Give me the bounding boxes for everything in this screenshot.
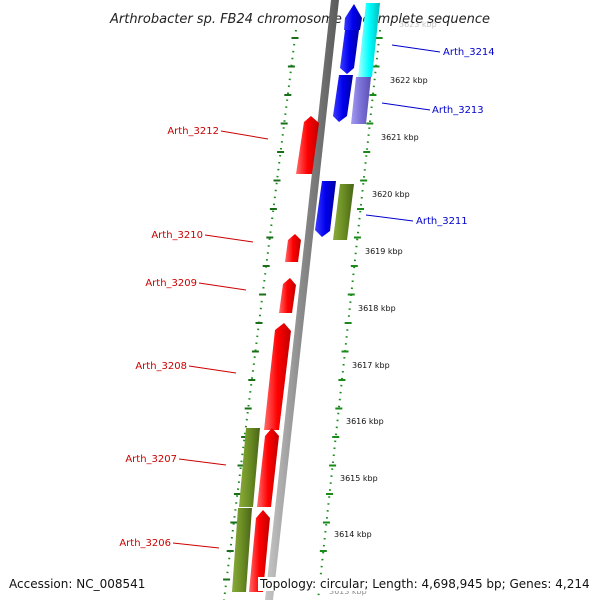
gene-labels-left: Arth_3212 Arth_3210 Arth_3209 Arth_3208 …	[119, 126, 219, 549]
kbp-label: 3622 kbp	[390, 76, 428, 85]
gene-arrow-arth-3208[interactable]	[264, 323, 291, 430]
map-title: Arthrobacter sp. FB24 chromosome 1, comp…	[109, 12, 490, 27]
gene-arrow-arth-3207[interactable]	[257, 428, 279, 507]
gene-label-arth-3206[interactable]: Arth_3206	[119, 538, 171, 549]
kbp-label: 3613 kbp	[329, 587, 367, 596]
kbp-label: 3617 kbp	[352, 361, 390, 370]
kbp-label: 3615 kbp	[340, 474, 378, 483]
gene-arrow-arth-3209[interactable]	[279, 278, 296, 313]
gene-arrow-arth-3210[interactable]	[285, 234, 301, 262]
kbp-label: 3614 kbp	[334, 530, 372, 539]
kbp-label: 3619 kbp	[365, 247, 403, 256]
right-leaders	[365, 44, 441, 222]
kbp-label: 3618 kbp	[358, 304, 396, 313]
gene-arrow-arth-3206[interactable]	[232, 508, 252, 592]
left-leaders	[172, 130, 269, 549]
kbp-labels: 3623 kbp 3622 kbp 3621 kbp 3620 kbp 3619…	[329, 20, 437, 596]
gene-arrow-arth-3213[interactable]	[333, 75, 353, 122]
genome-summary-text: Topology: circular; Length: 4,698,945 bp…	[258, 577, 592, 591]
gene-arrow-arth-3213[interactable]	[351, 77, 371, 124]
gene-label-arth-3211[interactable]: Arth_3211	[416, 216, 468, 227]
chromosome-backbone	[265, 0, 339, 600]
scale-line-left	[223, 29, 297, 600]
gene-label-arth-3214[interactable]: Arth_3214	[443, 47, 495, 58]
gene-label-arth-3209[interactable]: Arth_3209	[145, 278, 197, 289]
scale-ticks	[223, 37, 383, 581]
gene-arrow-arth-3207[interactable]	[239, 428, 260, 507]
gene-label-arth-3212[interactable]: Arth_3212	[167, 126, 219, 137]
kbp-label: 3616 kbp	[346, 417, 384, 426]
scale-line-right	[317, 29, 381, 600]
kbp-label: 3621 kbp	[381, 133, 419, 142]
gene-arrow-arth-3211[interactable]	[333, 184, 354, 240]
gene-arrow-arth-3212[interactable]	[296, 116, 319, 174]
kbp-label: 3623 kbp	[399, 20, 437, 29]
gene-label-arth-3207[interactable]: Arth_3207	[125, 454, 177, 465]
gene-arrow-arth-3214[interactable]	[340, 30, 359, 74]
gene-arrow-arth-3206[interactable]	[249, 510, 270, 592]
gene-arrow-arth-3211[interactable]	[315, 181, 336, 237]
gene-labels-right: Arth_3214 Arth_3213 Arth_3211	[416, 47, 495, 227]
gene-label-arth-3210[interactable]: Arth_3210	[151, 230, 203, 241]
gene-arrow-arth-3214[interactable]	[344, 4, 362, 30]
gene-features	[232, 3, 380, 592]
gene-arrow-arth-3214[interactable]	[358, 3, 380, 77]
kbp-label: 3620 kbp	[372, 190, 410, 199]
gene-label-arth-3208[interactable]: Arth_3208	[135, 361, 187, 372]
accession-text: Accession: NC_008541	[7, 577, 148, 591]
gene-label-arth-3213[interactable]: Arth_3213	[432, 105, 484, 116]
